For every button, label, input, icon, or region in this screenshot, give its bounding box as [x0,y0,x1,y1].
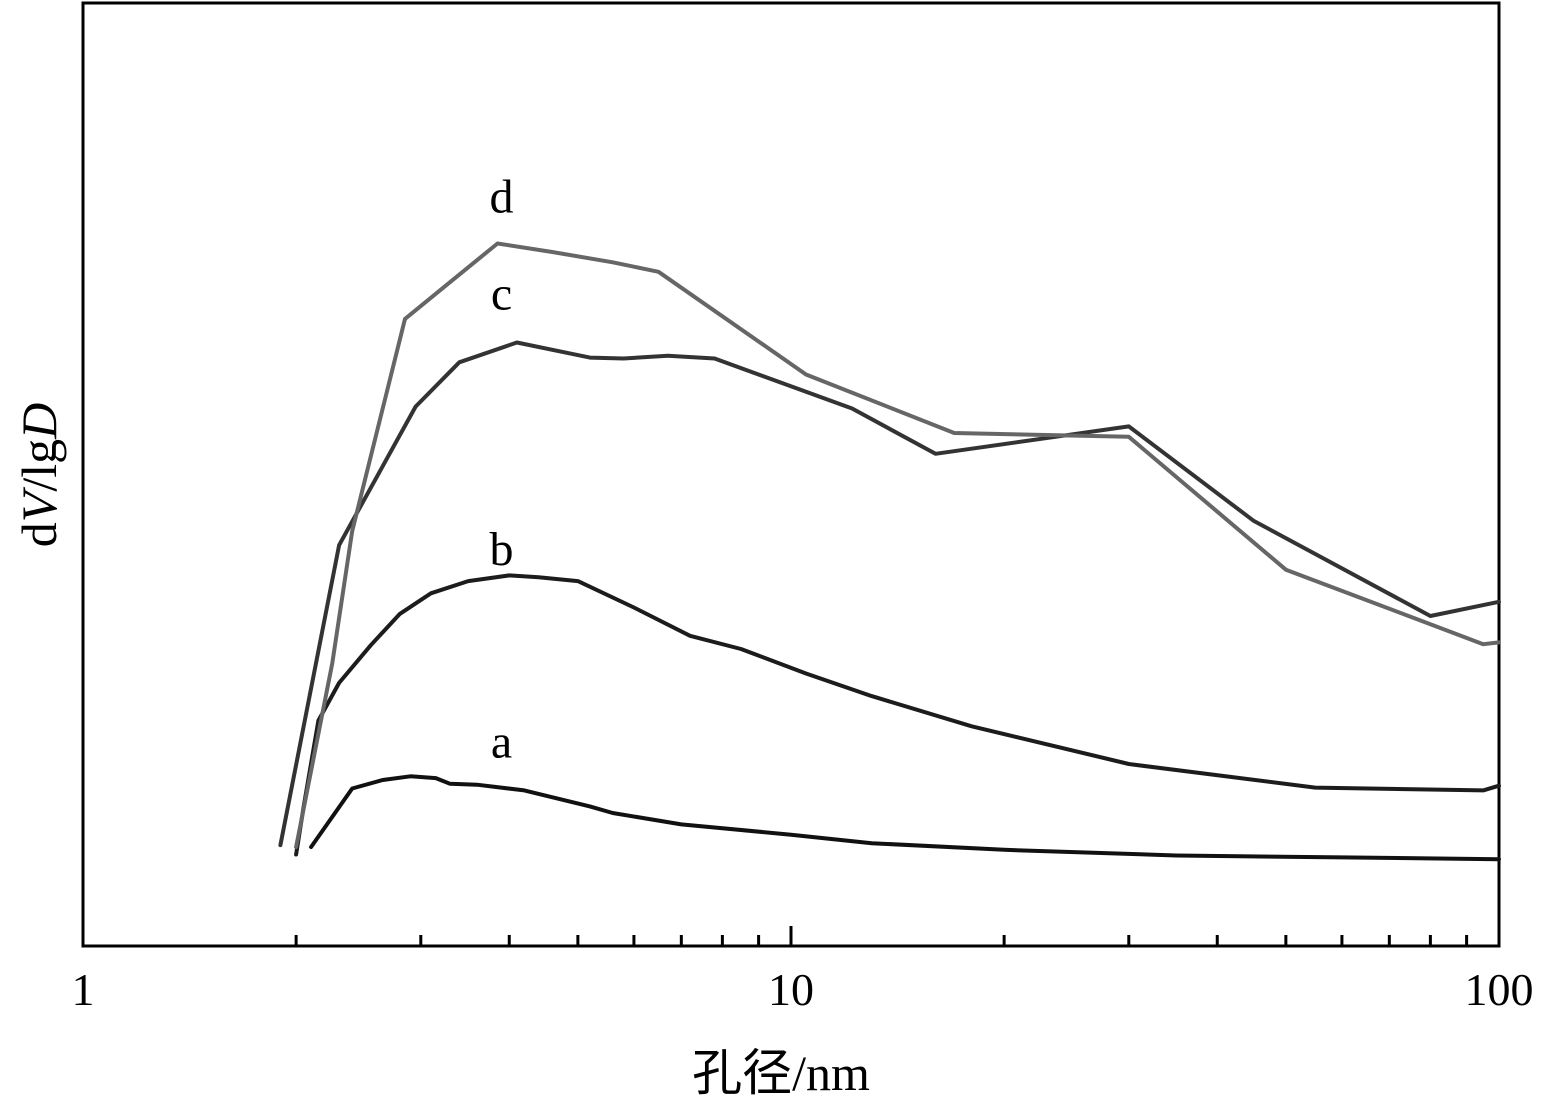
y-axis-title-part-1: d [11,522,67,547]
series-label-a: a [491,715,512,768]
y-axis-title-part-3: /lg [11,439,67,492]
x-tick-label: 1 [72,964,95,1015]
minor-tick-marks [294,935,1469,946]
x-tick-label: 100 [1465,964,1534,1015]
series-line-a [309,774,1501,862]
y-axis-title-part-4: D [11,403,67,440]
series-line-b [294,573,1501,857]
y-axis-title-part-2: V [11,486,67,522]
x-tick-labels: 1 10 100 [72,926,1534,1015]
y-axis-title: dV/lgD [11,403,67,547]
series-line-c [278,340,1501,848]
x-tick-label: 10 [768,964,814,1015]
series-line-d [294,241,1501,849]
series-layer [278,241,1501,862]
x-axis-title: 孔径/nm [692,1045,870,1101]
series-label-b: b [489,523,513,576]
series-label-d: d [489,170,513,223]
plot-frame [81,1,1501,948]
series-label-c: c [491,267,512,320]
series-label-layer: a b cd [489,170,513,768]
